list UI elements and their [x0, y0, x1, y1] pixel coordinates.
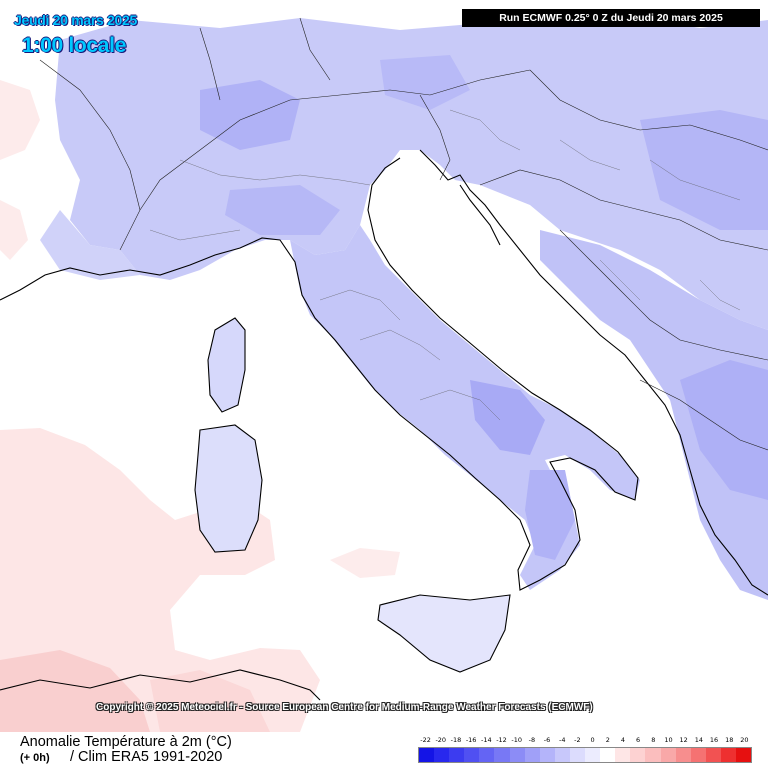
legend-tick-labels: -22 -20 -18 -16 -14 -12 -10 -8 -6 -4 -2 0 2 4 6 8 10 12 14… [418, 736, 752, 746]
legend-swatch [569, 748, 586, 762]
forecast-date: Jeudi 20 mars 2025 [14, 12, 138, 28]
legend-swatch [675, 748, 691, 762]
legend-swatch [720, 748, 736, 762]
legend-tick-label: -20 [435, 736, 447, 744]
anomaly-map [0, 17, 768, 732]
legend-tick-label: 14 [694, 736, 703, 744]
copyright-notice: Copyright © 2025 Meteociel.fr - Source E… [96, 702, 593, 713]
legend-swatch [434, 748, 450, 762]
legend-tick-label: 18 [725, 736, 734, 744]
legend-swatch [735, 748, 752, 762]
legend-swatch [645, 748, 661, 762]
legend-tick-label: 6 [636, 736, 641, 744]
legend-tick-label: -10 [511, 736, 522, 744]
legend-swatch [494, 748, 510, 762]
legend-tick-label: -4 [558, 736, 566, 744]
legend-swatch [524, 748, 540, 762]
footer-bar: Anomalie Température à 2m (°C) (+ 0h) / … [0, 732, 768, 768]
coastlines [0, 149, 768, 701]
legend-swatch [554, 748, 570, 762]
legend-swatch [509, 748, 525, 762]
legend-swatch [464, 748, 480, 762]
legend-tick-label: -2 [574, 736, 581, 744]
legend-swatch [630, 748, 646, 762]
regional-borders [149, 109, 741, 421]
legend-tick-label: -16 [465, 736, 477, 744]
legend-tick-label: -12 [496, 736, 507, 744]
borders [39, 17, 768, 451]
legend-tick-label: -6 [543, 736, 551, 744]
legend-swatch [615, 748, 631, 762]
legend-tick-label: 12 [679, 736, 688, 744]
legend-swatch [479, 748, 495, 762]
legend-tick-label: -22 [420, 736, 431, 744]
legend-swatch [660, 748, 676, 762]
legend-tick-label: 20 [740, 736, 749, 744]
legend-tick-label: 8 [651, 736, 656, 744]
legend-swatch [419, 748, 435, 762]
legend-swatch [449, 748, 465, 762]
cold-anomaly-cores [200, 55, 768, 560]
legend-tick-label: 4 [620, 736, 626, 744]
climatology-label: / Clim ERA5 1991-2020 [70, 749, 223, 765]
legend-swatch [585, 748, 601, 762]
model-run-banner: Run ECMWF 0.25° 0 Z du Jeudi 20 mars 202… [462, 9, 760, 27]
parameter-title: Anomalie Température à 2m (°C) [20, 734, 232, 750]
forecast-offset: (+ 0h) [20, 752, 50, 764]
legend-tick-label: 10 [664, 736, 673, 744]
legend-tick-label: 0 [590, 736, 595, 744]
legend-swatch [600, 748, 616, 762]
legend-tick-label: -14 [481, 736, 492, 744]
legend-swatch [705, 748, 721, 762]
legend-tick-label: 2 [605, 736, 610, 744]
forecast-time: 1:00 locale [22, 34, 127, 57]
legend-tick-label: -8 [528, 736, 536, 744]
legend-color-bar [418, 747, 752, 763]
legend-tick-label: -18 [450, 736, 462, 744]
color-legend: -22 -20 -18 -16 -14 -12 -10 -8 -6 -4 -2 0 2 4 6 8 10 12 14… [418, 736, 752, 766]
legend-tick-label: 16 [709, 736, 719, 744]
legend-swatch [539, 748, 555, 762]
legend-swatch [690, 748, 706, 762]
